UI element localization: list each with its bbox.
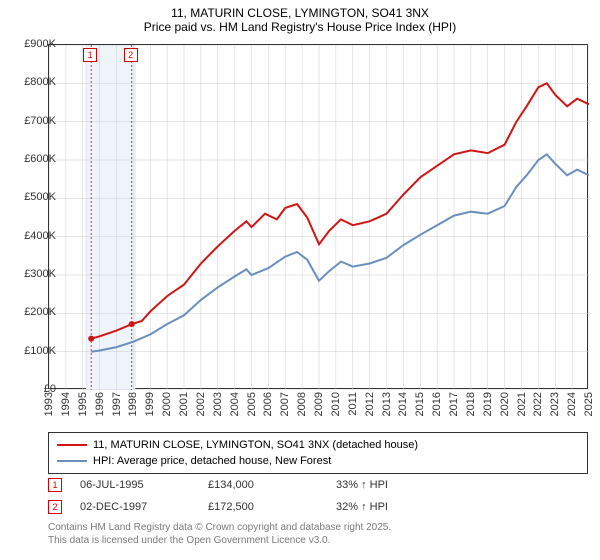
chart-plot-area — [48, 44, 588, 389]
x-axis-label: 1993 — [43, 392, 55, 416]
transaction-pct: 33% ↑ HPI — [336, 479, 456, 491]
transaction-price: £134,000 — [208, 479, 318, 491]
x-axis-label: 2025 — [583, 392, 595, 416]
legend-item: HPI: Average price, detached house, New … — [57, 453, 579, 469]
legend-swatch — [57, 444, 87, 446]
x-axis-label: 2001 — [178, 392, 190, 416]
x-axis-label: 2019 — [482, 392, 494, 416]
y-axis-label: £500K — [12, 191, 56, 203]
x-axis-label: 2009 — [313, 392, 325, 416]
transaction-date: 02-DEC-1997 — [80, 501, 190, 513]
footer: Contains HM Land Registry data © Crown c… — [48, 522, 391, 547]
y-axis-label: £900K — [12, 38, 56, 50]
chart-marker-box: 1 — [83, 48, 97, 62]
x-axis-label: 1995 — [77, 392, 89, 416]
x-axis-label: 2007 — [279, 392, 291, 416]
x-axis-label: 2004 — [229, 392, 241, 416]
y-axis-label: £100K — [12, 345, 56, 357]
y-axis-label: £400K — [12, 230, 56, 242]
footer-line-1: Contains HM Land Registry data © Crown c… — [48, 522, 391, 535]
chart-svg — [49, 45, 589, 390]
title-line-2: Price paid vs. HM Land Registry's House … — [0, 20, 600, 34]
chart-marker-box: 2 — [124, 48, 138, 62]
x-axis-label: 1998 — [127, 392, 139, 416]
x-axis-label: 2017 — [448, 392, 460, 416]
x-axis-label: 2011 — [347, 392, 359, 416]
y-axis-label: £300K — [12, 268, 56, 280]
legend-item: 11, MATURIN CLOSE, LYMINGTON, SO41 3NX (… — [57, 437, 579, 453]
x-axis-label: 2021 — [516, 392, 528, 416]
x-axis-label: 1996 — [94, 392, 106, 416]
transaction-marker: 2 — [48, 500, 62, 514]
x-axis-label: 2013 — [381, 392, 393, 416]
x-axis-label: 2000 — [161, 392, 173, 416]
legend-label: HPI: Average price, detached house, New … — [93, 455, 331, 467]
x-axis-label: 2020 — [499, 392, 511, 416]
x-axis-label: 2010 — [330, 392, 342, 416]
transaction-pct: 32% ↑ HPI — [336, 501, 456, 513]
x-axis-label: 2012 — [364, 392, 376, 416]
transaction-price: £172,500 — [208, 501, 318, 513]
transaction-marker: 1 — [48, 478, 62, 492]
x-axis-label: 2023 — [549, 392, 561, 416]
x-axis-label: 1994 — [60, 392, 72, 416]
x-axis-label: 2018 — [465, 392, 477, 416]
y-axis-label: £600K — [12, 153, 56, 165]
x-axis-label: 2024 — [566, 392, 578, 416]
x-axis-label: 2008 — [296, 392, 308, 416]
legend: 11, MATURIN CLOSE, LYMINGTON, SO41 3NX (… — [48, 432, 588, 474]
y-axis-label: £200K — [12, 306, 56, 318]
x-axis-label: 2006 — [262, 392, 274, 416]
x-axis-label: 2022 — [532, 392, 544, 416]
chart-container: 11, MATURIN CLOSE, LYMINGTON, SO41 3NX P… — [0, 0, 600, 560]
x-axis-label: 2002 — [195, 392, 207, 416]
legend-label: 11, MATURIN CLOSE, LYMINGTON, SO41 3NX (… — [93, 439, 418, 451]
table-row: 1 06-JUL-1995 £134,000 33% ↑ HPI — [48, 474, 456, 496]
x-axis-label: 2005 — [246, 392, 258, 416]
y-axis-label: £700K — [12, 115, 56, 127]
transaction-date: 06-JUL-1995 — [80, 479, 190, 491]
legend-swatch — [57, 460, 87, 462]
x-axis-label: 2016 — [431, 392, 443, 416]
x-axis-label: 2014 — [397, 392, 409, 416]
x-axis-label: 1999 — [144, 392, 156, 416]
x-axis-label: 2003 — [212, 392, 224, 416]
title-line-1: 11, MATURIN CLOSE, LYMINGTON, SO41 3NX — [0, 6, 600, 20]
y-axis-label: £800K — [12, 76, 56, 88]
title-area: 11, MATURIN CLOSE, LYMINGTON, SO41 3NX P… — [0, 0, 600, 34]
footer-line-2: This data is licensed under the Open Gov… — [48, 535, 391, 548]
x-axis-label: 1997 — [111, 392, 123, 416]
x-axis-label: 2015 — [414, 392, 426, 416]
table-row: 2 02-DEC-1997 £172,500 32% ↑ HPI — [48, 496, 456, 518]
transactions-table: 1 06-JUL-1995 £134,000 33% ↑ HPI 2 02-DE… — [48, 474, 456, 518]
